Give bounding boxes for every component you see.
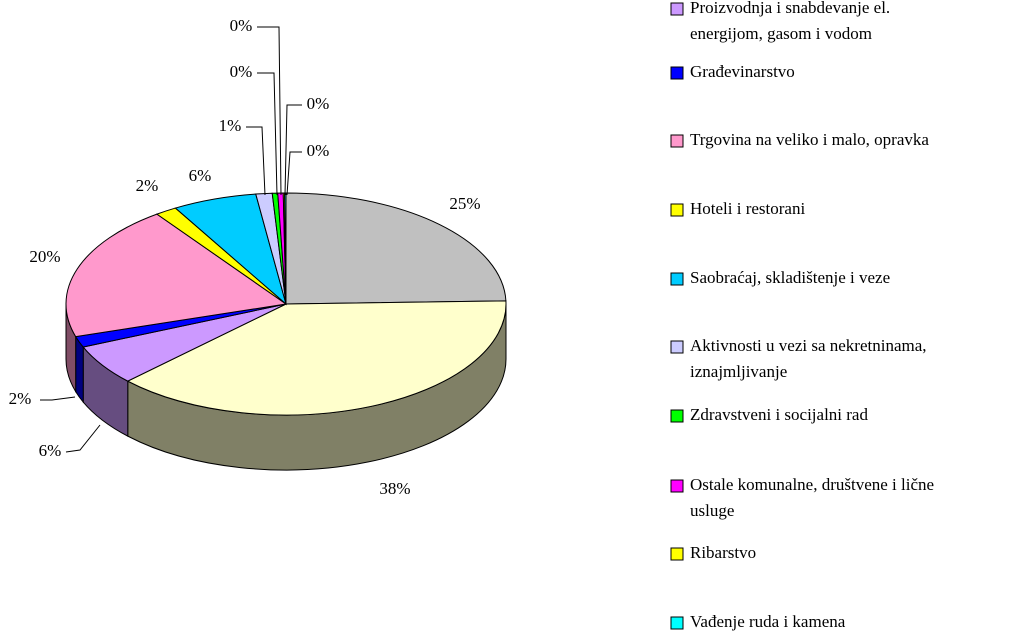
data-label: 6% [39,441,62,460]
data-label: 2% [9,389,32,408]
legend-swatch [670,409,684,423]
data-label: 0% [307,141,330,160]
legend-swatch [670,547,684,561]
legend-label: Trgovina na veliko i malo, opravka [690,130,929,149]
data-label: 2% [136,176,159,195]
legend-label: Vađenje ruda i kamena [690,612,846,631]
leader-line [246,126,266,196]
legend-label: Građevinarstvo [690,62,795,81]
legend-swatch [670,203,684,217]
leader-line [40,396,76,401]
legend-label: Hoteli i restorani [690,199,805,218]
pie-slice [126,300,507,416]
data-label: 38% [379,479,410,498]
legend-swatch [670,2,684,16]
data-label: 0% [230,16,253,35]
legend-swatch [670,616,684,630]
data-label: 20% [29,247,60,266]
legend-label: Aktivnosti u vezi sa nekretninama, iznajm… [690,336,927,381]
legend-label: Saobraćaj, skladištenje i veze [690,268,890,287]
legend-swatch [670,340,684,354]
legend-swatch [670,272,684,286]
data-label: 0% [230,62,253,81]
leader-line [257,26,282,196]
pie-slice [285,192,507,305]
legend-label: Proizvodnja i snabdevanje el. energijom, … [690,0,890,43]
data-label: 25% [449,194,480,213]
data-label: 6% [189,166,212,185]
leader-line [65,424,101,453]
pie-slice [65,213,288,338]
legend-swatch [670,479,684,493]
legend-label: Zdravstveni i socijalni rad [690,405,868,424]
legend-label: Ribarstvo [690,543,756,562]
data-label: 1% [219,116,242,135]
data-label: 0% [307,94,330,113]
leader-line [284,104,302,196]
legend-label: Ostale komunalne, društvene i lične uslug… [690,475,934,520]
leader-line [286,151,302,196]
legend-swatch [670,134,684,148]
legend-swatch [670,66,684,80]
leader-line [257,72,278,196]
